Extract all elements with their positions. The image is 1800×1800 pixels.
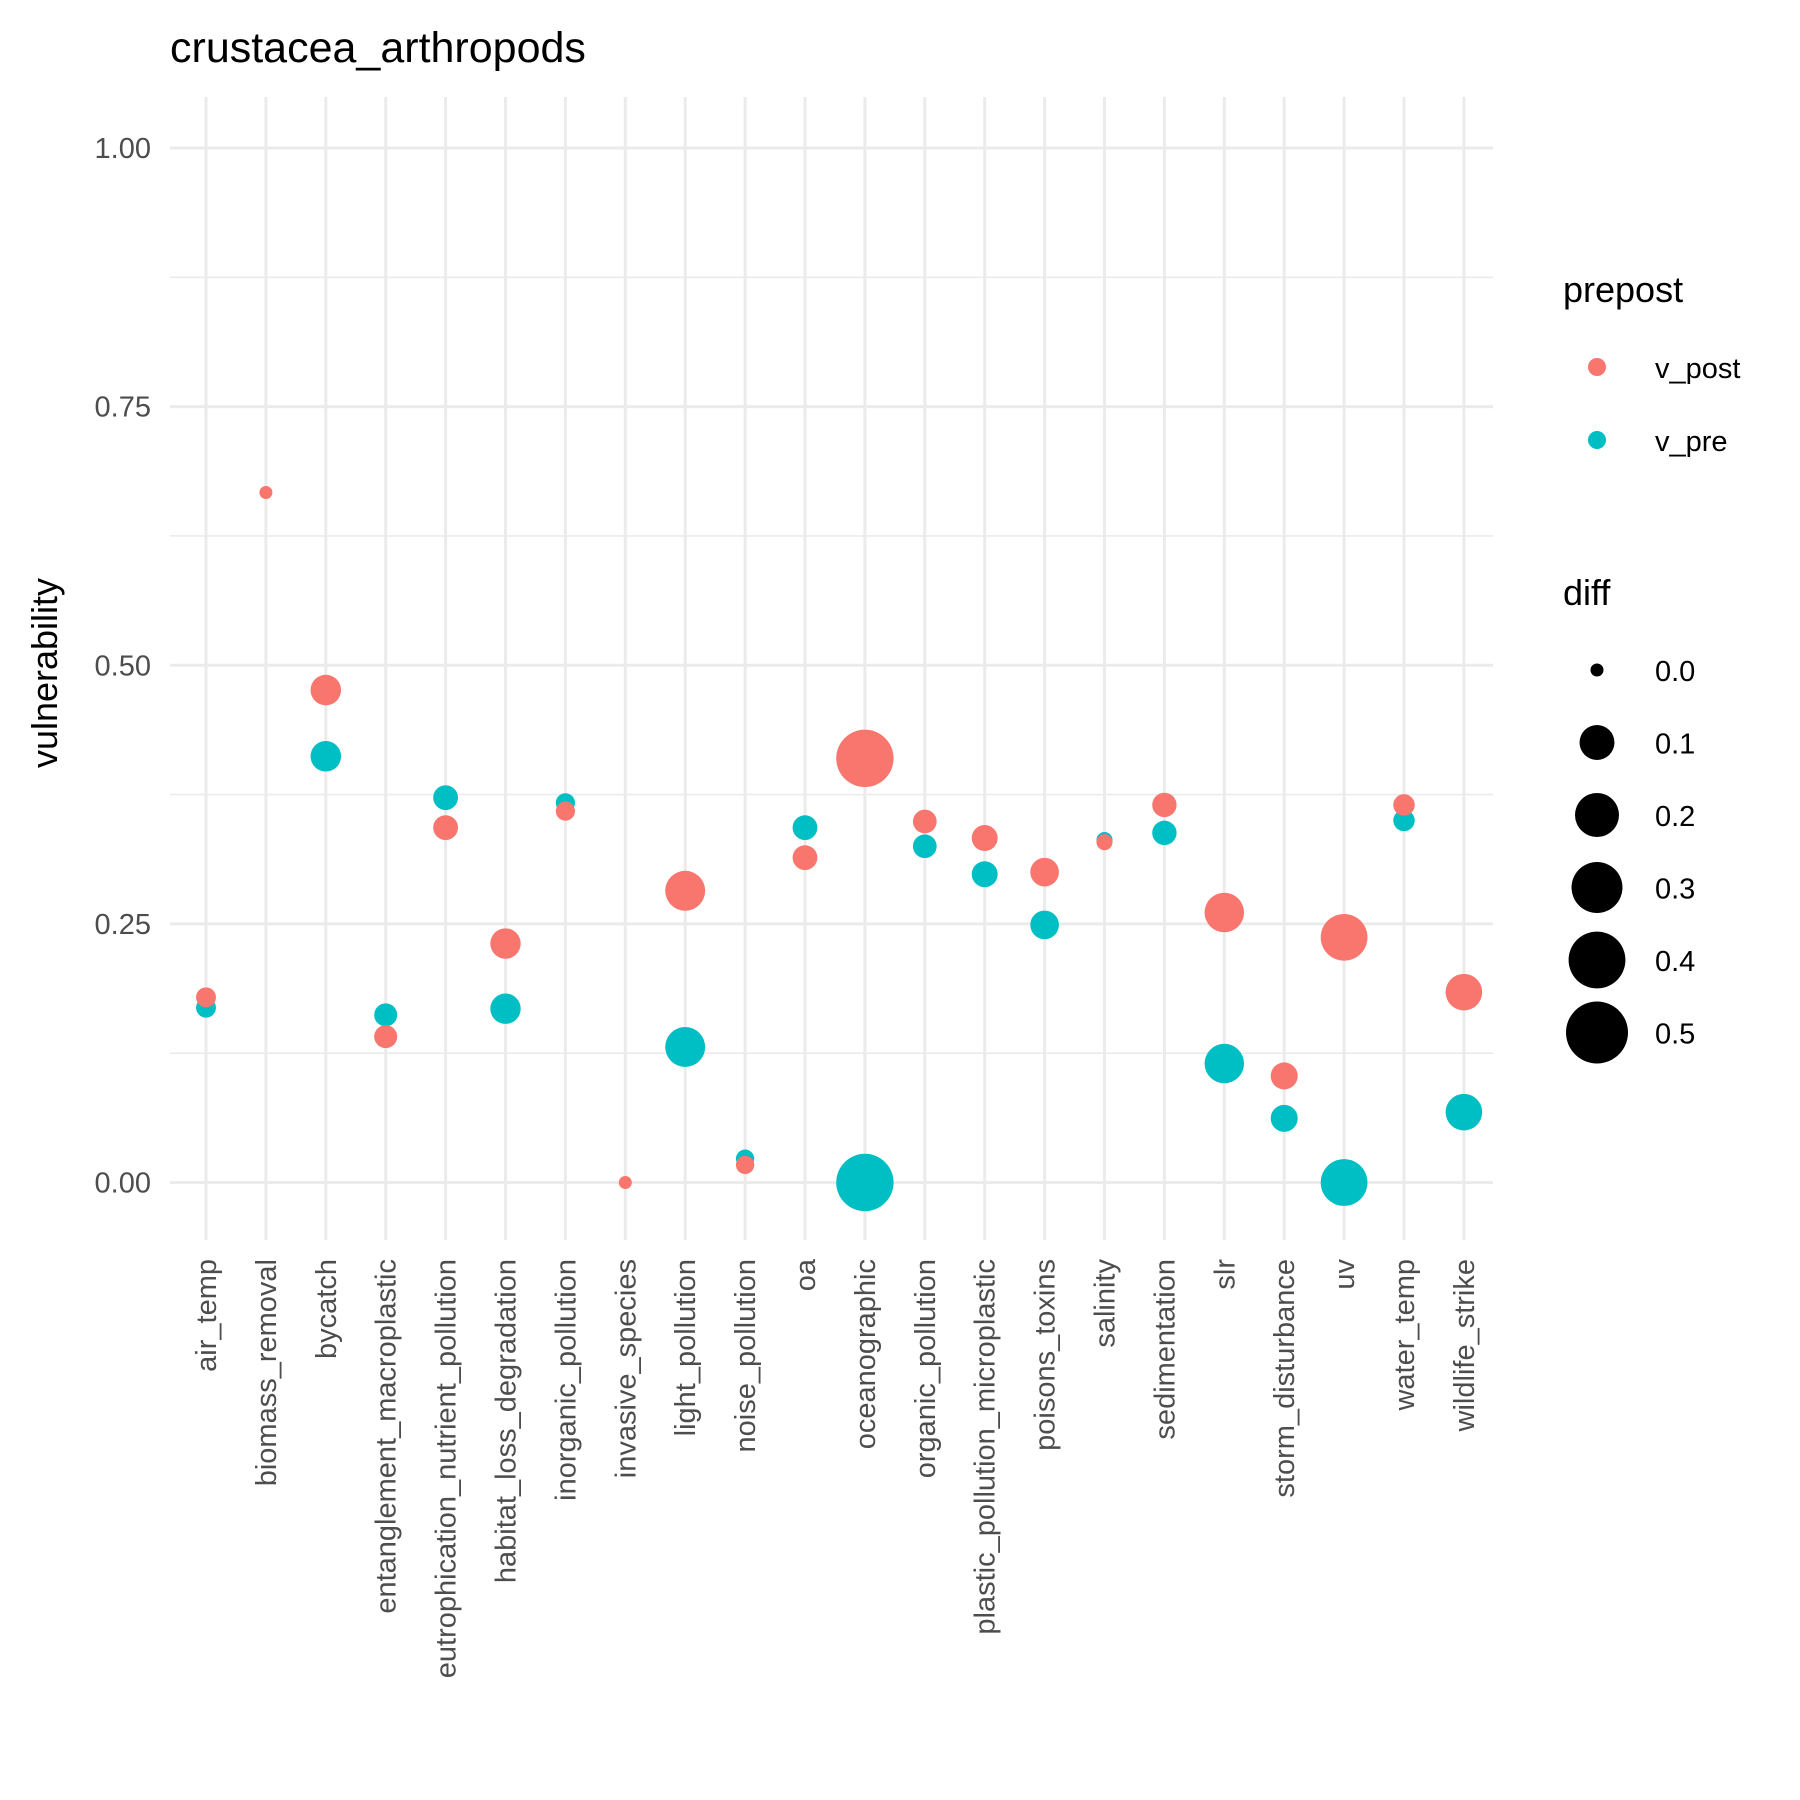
point-v-post-oceanographic	[836, 729, 894, 788]
point-v-pre-sedimentation	[1152, 820, 1177, 846]
y-axis-title: vulnerability	[24, 578, 65, 768]
y-tick-label: 1.00	[95, 133, 151, 165]
point-v-post-slr	[1204, 892, 1245, 933]
point-v-pre-wildlife_strike	[1445, 1093, 1483, 1131]
x-tick-label: slr	[1209, 1259, 1241, 1290]
grid	[170, 97, 1493, 1240]
point-v-pre-oceanographic	[836, 1153, 894, 1212]
point-v-post-habitat_loss_degradation	[490, 928, 521, 959]
x-tick-label: oa	[790, 1258, 822, 1291]
x-tick-label: habitat_loss_degradation	[491, 1259, 523, 1583]
legend-label-v-post: v_post	[1655, 353, 1740, 385]
point-v-post-entanglement_macroplastic	[374, 1025, 398, 1049]
legend-color-title: prepost	[1563, 269, 1683, 310]
x-axis-ticks: air_temp biomass_removal bycatch entangleme…	[191, 1258, 1481, 1678]
legend-label-v-pre: v_pre	[1655, 426, 1728, 458]
legend-size-swatch	[1568, 931, 1626, 989]
x-tick-label: air_temp	[191, 1259, 223, 1372]
point-v-pre-poisons_toxins	[1030, 910, 1059, 940]
point-v-pre-storm_disturbance	[1270, 1104, 1298, 1132]
legend-size-items: 0.0 0.1 0.2 0.3 0.4 0.5	[1566, 656, 1695, 1064]
point-v-post-invasive_species	[618, 1176, 632, 1189]
point-v-pre-organic_pollution	[912, 834, 937, 859]
legend-size-label: 0.5	[1655, 1019, 1695, 1051]
x-tick-label: sedimentation	[1149, 1259, 1181, 1440]
point-v-pre-water_temp	[1393, 809, 1415, 832]
point-v-post-air_temp	[196, 987, 216, 1008]
point-v-post-noise_pollution	[735, 1155, 755, 1175]
y-tick-label: 0.75	[95, 392, 151, 424]
point-v-post-inorganic_pollution	[555, 801, 576, 821]
point-v-post-poisons_toxins	[1030, 857, 1059, 887]
legend-size-label: 0.0	[1655, 656, 1695, 688]
legend-size-swatch	[1575, 793, 1619, 837]
x-tick-label: plastic_pollution_microplastic	[970, 1259, 1002, 1635]
point-v-pre-oa	[792, 815, 818, 841]
legend-size-swatch	[1590, 663, 1604, 677]
legend-size-label: 0.1	[1655, 729, 1695, 761]
x-tick-label: eutrophication_nutrient_pollution	[431, 1259, 463, 1678]
point-v-pre-plastic_pollution_microplastic	[971, 861, 998, 888]
y-tick-label: 0.25	[95, 909, 151, 941]
legend-size-swatch	[1566, 1001, 1628, 1064]
point-v-post-plastic_pollution_microplastic	[971, 825, 998, 851]
legend-size-label: 0.2	[1655, 801, 1695, 833]
point-v-post-oa	[792, 845, 818, 871]
point-v-post-sedimentation	[1152, 792, 1177, 818]
y-tick-label: 0.00	[95, 1168, 151, 1200]
x-tick-label: invasive_species	[610, 1259, 642, 1478]
point-v-post-storm_disturbance	[1270, 1062, 1298, 1090]
x-tick-label: organic_pollution	[910, 1259, 942, 1478]
legend: prepost v_post v_pre diff 0.00.10.20.30.…	[1563, 269, 1740, 1064]
legend-swatch-v-post	[1588, 358, 1606, 376]
point-v-post-light_pollution	[665, 870, 706, 911]
point-v-post-uv	[1320, 913, 1368, 961]
x-tick-label: inorganic_pollution	[550, 1259, 582, 1501]
legend-swatch-v-pre	[1588, 431, 1606, 449]
point-v-pre-entanglement_macroplastic	[374, 1003, 398, 1027]
x-tick-label: biomass_removal	[251, 1259, 283, 1486]
x-tick-label: uv	[1329, 1259, 1361, 1290]
data-points	[196, 485, 1483, 1212]
x-tick-label: water_temp	[1389, 1259, 1421, 1412]
point-v-post-wildlife_strike	[1445, 973, 1483, 1011]
point-v-pre-habitat_loss_degradation	[490, 993, 521, 1024]
legend-size-swatch	[1579, 725, 1615, 760]
y-tick-label: 0.50	[95, 650, 151, 682]
legend-size-label: 0.4	[1655, 946, 1695, 978]
x-tick-label: poisons_toxins	[1030, 1259, 1062, 1451]
x-tick-label: oceanographic	[850, 1259, 882, 1449]
point-v-pre-bycatch	[310, 741, 342, 772]
x-tick-label: light_pollution	[670, 1259, 702, 1436]
point-v-pre-eutrophication_nutrient_pollution	[433, 785, 458, 811]
x-tick-label: noise_pollution	[730, 1259, 762, 1452]
x-tick-label: salinity	[1090, 1259, 1122, 1348]
legend-size-title: diff	[1563, 572, 1611, 613]
legend-size-label: 0.3	[1655, 874, 1695, 906]
point-v-post-bycatch	[310, 674, 342, 706]
point-v-post-eutrophication_nutrient_pollution	[433, 815, 458, 841]
y-axis-ticks: 0.00 0.25 0.50 0.75 1.00	[95, 133, 151, 1200]
chart-title: crustacea_arthropods	[170, 24, 586, 72]
point-v-post-water_temp	[1393, 794, 1415, 816]
point-v-post-organic_pollution	[912, 809, 937, 834]
point-v-post-biomass_removal	[259, 485, 273, 499]
x-tick-label: entanglement_macroplastic	[371, 1259, 403, 1614]
x-tick-label: wildlife_strike	[1449, 1259, 1481, 1432]
x-tick-label: storm_disturbance	[1269, 1259, 1301, 1498]
point-v-post-salinity	[1096, 834, 1113, 851]
point-v-pre-light_pollution	[665, 1027, 706, 1067]
x-tick-label: bycatch	[311, 1259, 343, 1359]
legend-size-swatch	[1571, 862, 1623, 913]
point-v-pre-slr	[1204, 1043, 1245, 1084]
point-v-pre-uv	[1320, 1159, 1368, 1206]
